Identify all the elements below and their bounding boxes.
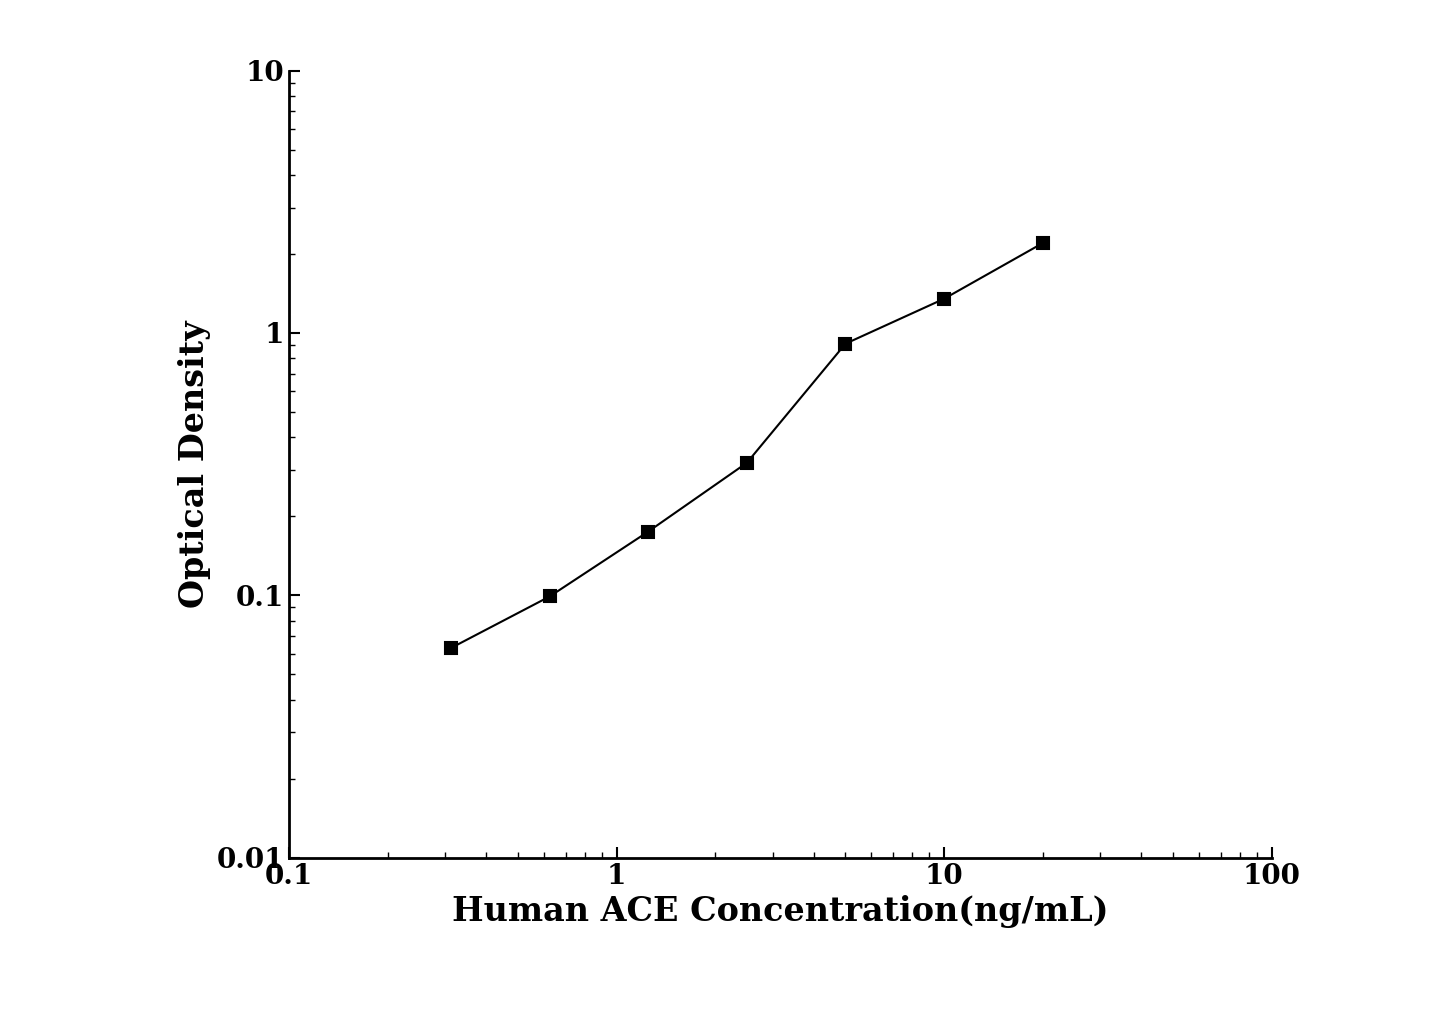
X-axis label: Human ACE Concentration(ng/mL): Human ACE Concentration(ng/mL) [452, 895, 1108, 928]
Y-axis label: Optical Density: Optical Density [178, 320, 211, 608]
